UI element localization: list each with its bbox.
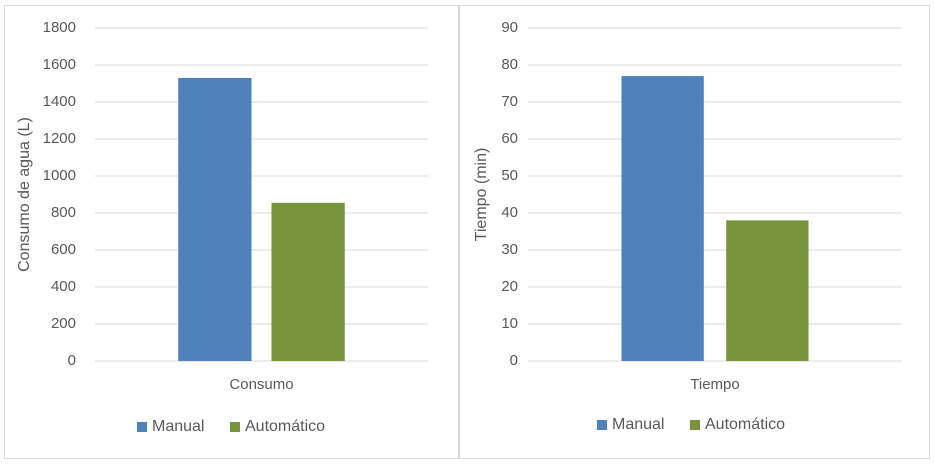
- y-tick-label: 20: [501, 278, 518, 295]
- y-tick-label: 1600: [43, 56, 76, 73]
- y-tick-label: 400: [51, 278, 76, 295]
- x-tick-label: Tiempo: [690, 376, 739, 393]
- y-tick-label: 1200: [43, 130, 76, 147]
- y-tick-label: 10: [501, 315, 518, 332]
- legend-swatch: [230, 422, 240, 432]
- y-tick-label: 600: [51, 241, 76, 258]
- y-tick-label: 70: [501, 93, 518, 110]
- y-tick-label: 30: [501, 241, 518, 258]
- y-tick-label: 200: [51, 315, 76, 332]
- legend-swatch: [690, 420, 700, 430]
- y-tick-label: 0: [68, 352, 76, 369]
- y-axis-label: Consumo de agua (L): [16, 117, 33, 272]
- y-tick-label: 1800: [43, 19, 76, 36]
- x-tick-label: Consumo: [229, 376, 293, 393]
- legend-label: Manual: [612, 416, 664, 433]
- y-tick-label: 1000: [43, 167, 76, 184]
- bar: [726, 220, 809, 361]
- y-tick-label: 1400: [43, 93, 76, 110]
- y-tick-label: 40: [501, 204, 518, 221]
- y-tick-label: 0: [510, 352, 518, 369]
- legend-label: Manual: [152, 418, 204, 435]
- y-tick-label: 50: [501, 167, 518, 184]
- bar: [178, 77, 252, 361]
- legend-label: Automático: [245, 418, 325, 435]
- legend-swatch: [137, 422, 147, 432]
- legend-swatch: [597, 420, 607, 430]
- y-tick-label: 60: [501, 130, 518, 147]
- legend-label: Automático: [705, 416, 785, 433]
- bar: [621, 76, 704, 361]
- y-axis-label: Tiempo (min): [473, 148, 490, 242]
- y-tick-label: 80: [501, 56, 518, 73]
- bar: [271, 202, 345, 361]
- y-tick-label: 90: [501, 19, 518, 36]
- y-tick-label: 800: [51, 204, 76, 221]
